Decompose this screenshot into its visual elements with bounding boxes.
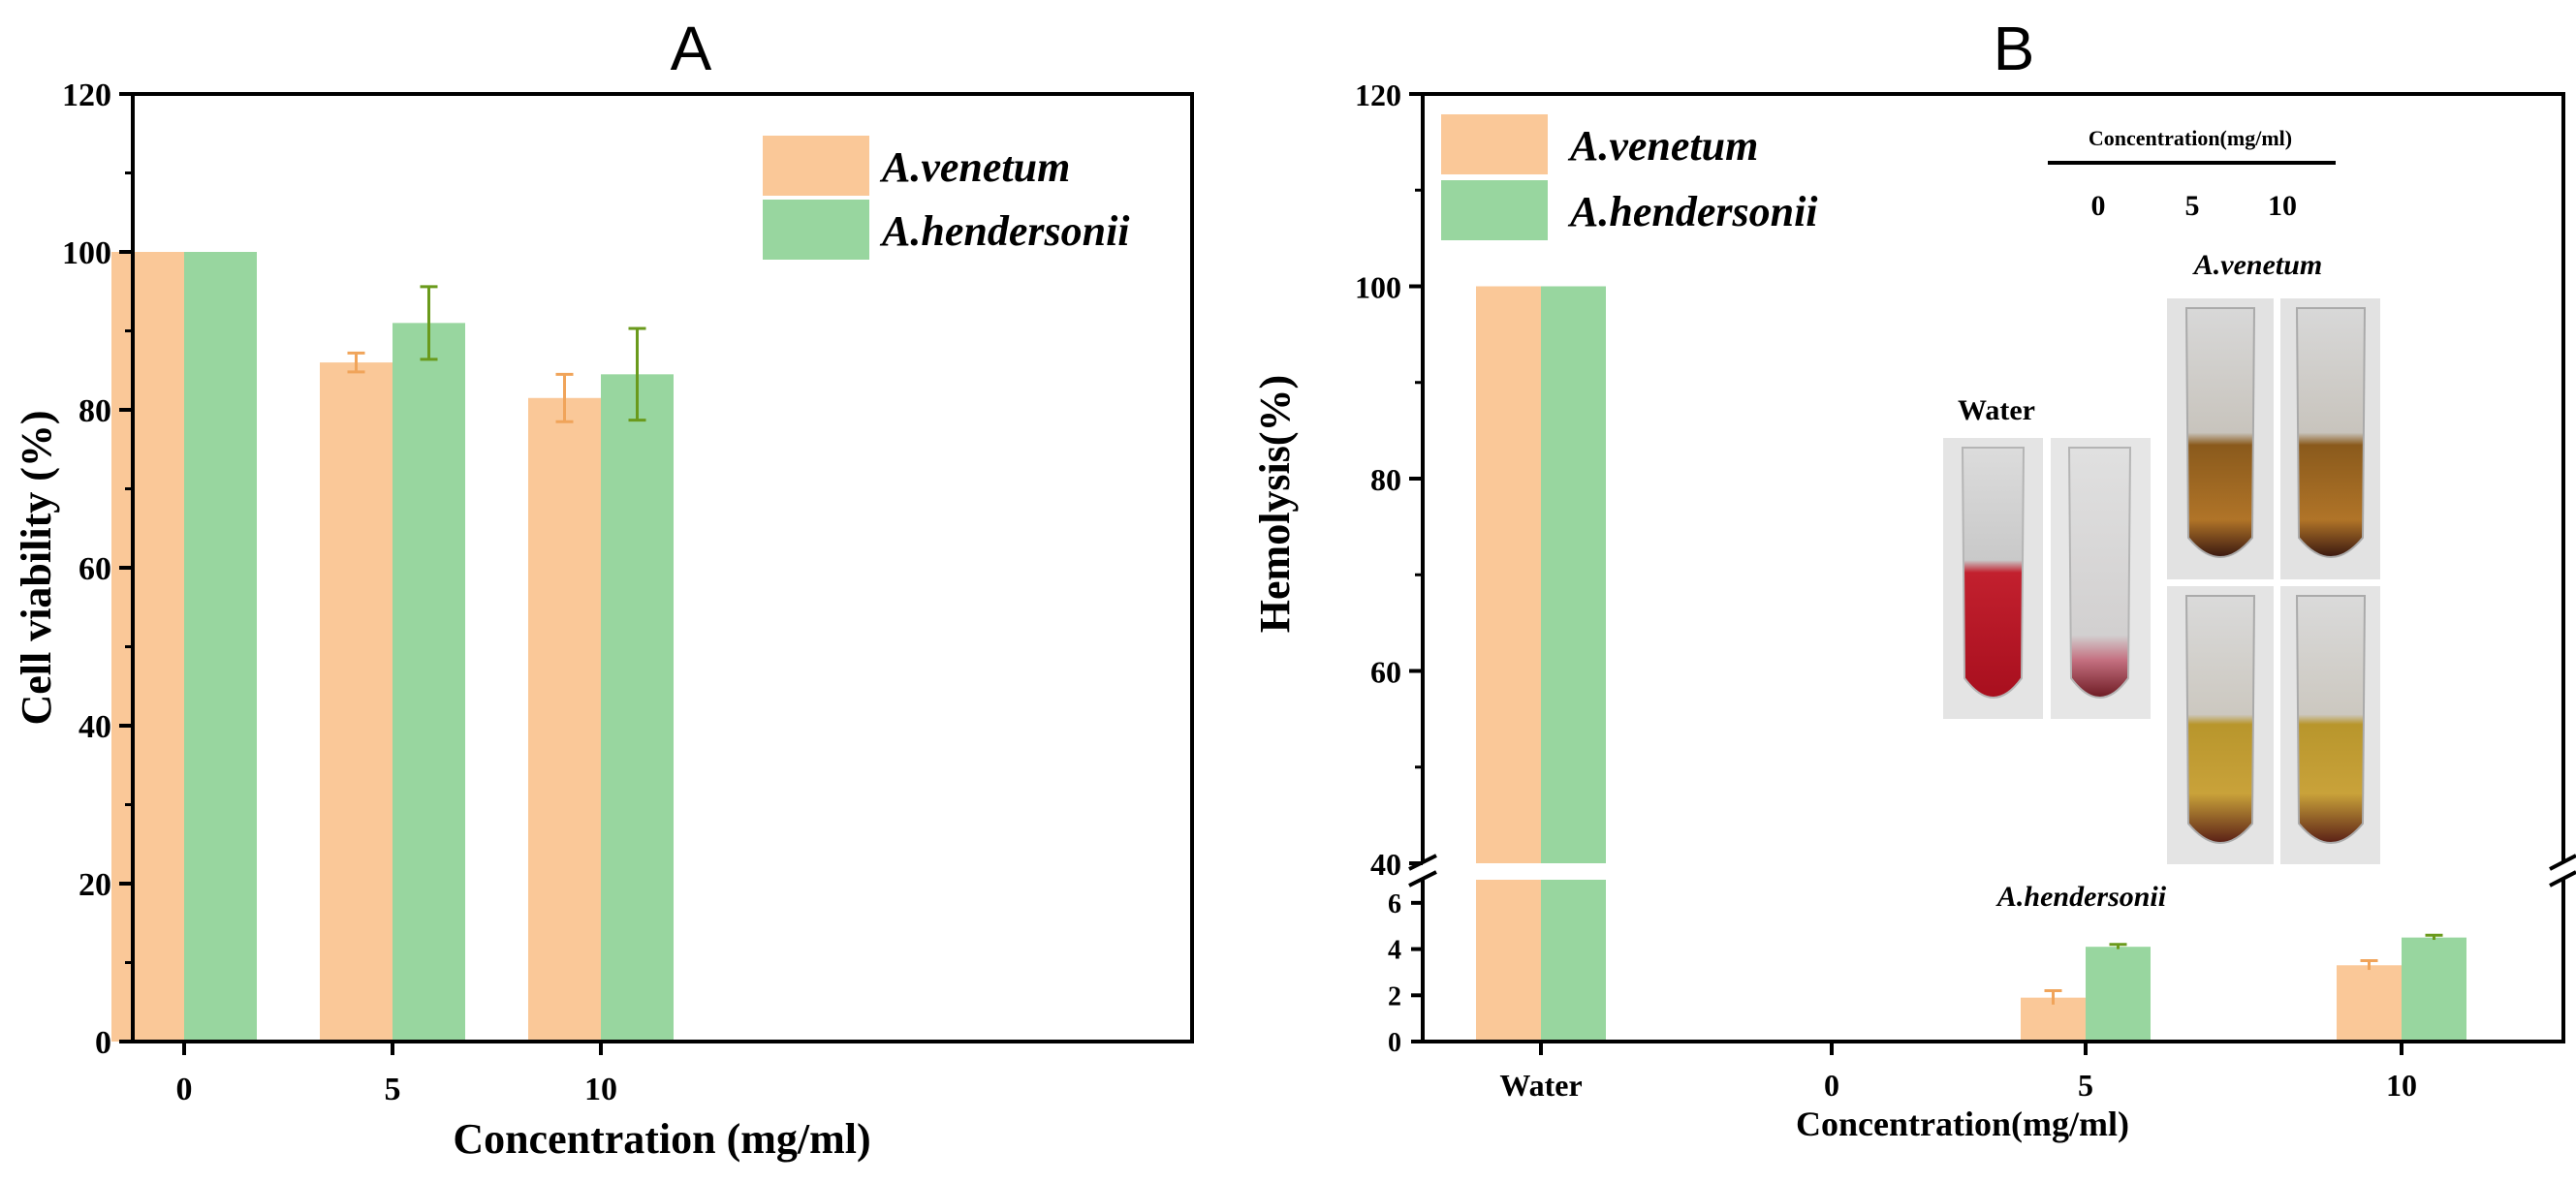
bar-b-upper-1-0 (1541, 286, 1606, 863)
panel-b-x-axis: Water 0 5 10 (1499, 1042, 2417, 1103)
panel-a-x-label: Concentration (mg/ml) (453, 1115, 870, 1163)
panel-b-x-label: Concentration(mg/ml) (1796, 1105, 2129, 1143)
inset-water-label: Water (1958, 394, 2035, 426)
inset-header: Concentration(mg/ml) (2089, 126, 2292, 150)
panel-a-bars (111, 252, 674, 1043)
y-tick-label-a-60: 60 (79, 551, 111, 587)
bar-b-1-3 (2402, 937, 2466, 1042)
legend-label-b-venetum: A.venetum (1567, 122, 1758, 170)
panel-b-y-axis: 40 60 80 100 120 0 2 4 6 (1355, 78, 1423, 1058)
panel-a-x-axis: 0 5 10 (176, 1042, 617, 1107)
panel-b-title: B (1994, 14, 2035, 83)
tube-hendersonii-10 (2280, 586, 2380, 864)
legend-swatch-a-venetum (763, 136, 869, 196)
tube-zero (2051, 438, 2151, 719)
y-tick-label-a-120: 120 (62, 78, 111, 113)
bar-b-upper-0-0 (1476, 286, 1541, 863)
bar-a-1-0 (184, 252, 257, 1042)
inset-conc-10: 10 (2268, 190, 2297, 222)
bar-b-0-3 (2337, 965, 2402, 1042)
error-bar-b-1-2 (2109, 943, 2127, 950)
panel-a-y-label: Cell viability (%) (13, 410, 60, 725)
panel-b-y-label: Hemolysis(%) (1251, 375, 1299, 633)
bar-a-0-1 (320, 362, 393, 1043)
error-bar-a-0-2 (555, 372, 574, 423)
inset-row-label-venetum: A.venetum (2192, 249, 2323, 281)
error-bar-b-0-2 (2044, 989, 2062, 1005)
legend-label-a-hendersonii: A.hendersonii (879, 207, 1130, 255)
panel-a: A 0 20 40 60 80 100 120 0 5 10 Cell viability (%… (13, 14, 1194, 1163)
panel-a-y-axis: 0 20 40 60 80 100 120 (62, 78, 133, 1061)
error-bar-a-1-1 (420, 285, 438, 361)
legend-swatch-b-hendersonii (1441, 180, 1548, 240)
error-bar-b-0-3 (2360, 959, 2378, 971)
y-tick-label-a-80: 80 (79, 393, 111, 429)
y-tick-label-b-upper-40: 40 (1370, 847, 1401, 882)
x-tick-label-a-0: 0 (176, 1072, 193, 1107)
y-tick-label-b-lower-6: 6 (1388, 889, 1401, 919)
y-tick-label-b-lower-2: 2 (1388, 981, 1401, 1012)
x-tick-label-b-5: 5 (2078, 1068, 2093, 1103)
bar-a-1-1 (393, 323, 465, 1043)
panel-a-legend: A.venetum A.hendersonii (763, 136, 1130, 260)
bar-b-1-2 (2086, 947, 2151, 1042)
tube-venetum-10 (2280, 298, 2380, 579)
error-bar-a-0-1 (347, 351, 365, 374)
tube-photo-inset: Concentration(mg/ml) 0 5 10 A.venetum Wa… (1943, 126, 2380, 913)
panel-b-bars (1472, 286, 2466, 1042)
y-tick-label-a-0: 0 (95, 1025, 111, 1061)
y-tick-label-b-upper-100: 100 (1355, 270, 1401, 305)
y-tick-label-b-upper-120: 120 (1355, 78, 1401, 112)
bar-b-lower-1-0 (1541, 880, 1606, 1042)
inset-conc-5: 5 (2185, 190, 2200, 222)
bar-break-gap (1472, 864, 1610, 879)
bar-a-1-2 (601, 374, 674, 1042)
y-tick-label-a-100: 100 (62, 235, 111, 271)
panel-a-title: A (671, 14, 712, 83)
x-tick-label-b-10: 10 (2386, 1068, 2417, 1103)
panel-a-error-bars (347, 285, 646, 423)
y-tick-label-a-20: 20 (79, 867, 111, 903)
error-bar-a-1-2 (628, 327, 646, 422)
inset-conc-0: 0 (2091, 190, 2106, 222)
legend-label-a-venetum: A.venetum (879, 143, 1070, 191)
x-tick-label-a-5: 5 (385, 1072, 401, 1107)
y-tick-label-b-lower-4: 4 (1388, 936, 1401, 966)
y-tick-label-a-40: 40 (79, 709, 111, 745)
panel-b-legend: A.venetum A.hendersonii (1441, 114, 1818, 240)
legend-label-b-hendersonii: A.hendersonii (1567, 188, 1818, 235)
bar-a-0-2 (528, 397, 601, 1042)
y-tick-label-b-lower-0: 0 (1388, 1028, 1401, 1058)
bar-b-lower-0-0 (1476, 880, 1541, 1042)
y-tick-label-b-upper-80: 80 (1370, 462, 1401, 497)
x-tick-label-b-0: 0 (1824, 1068, 1839, 1103)
bar-b-0-2 (2021, 997, 2086, 1042)
panel-b-error-bars (2044, 933, 2443, 1005)
x-tick-label-a-10: 10 (584, 1072, 617, 1107)
tube-venetum-5 (2167, 298, 2274, 579)
x-tick-label-b-Water: Water (1499, 1068, 1582, 1103)
y-tick-label-b-upper-60: 60 (1370, 655, 1401, 690)
error-bar-b-1-3 (2425, 933, 2443, 941)
tube-hendersonii-5 (2167, 586, 2274, 864)
bar-a-0-0 (111, 252, 184, 1042)
legend-swatch-a-hendersonii (763, 200, 869, 260)
inset-row-label-hendersonii: A.hendersonii (1995, 881, 2167, 913)
legend-swatch-b-venetum (1441, 114, 1548, 174)
tube-water (1943, 438, 2043, 719)
